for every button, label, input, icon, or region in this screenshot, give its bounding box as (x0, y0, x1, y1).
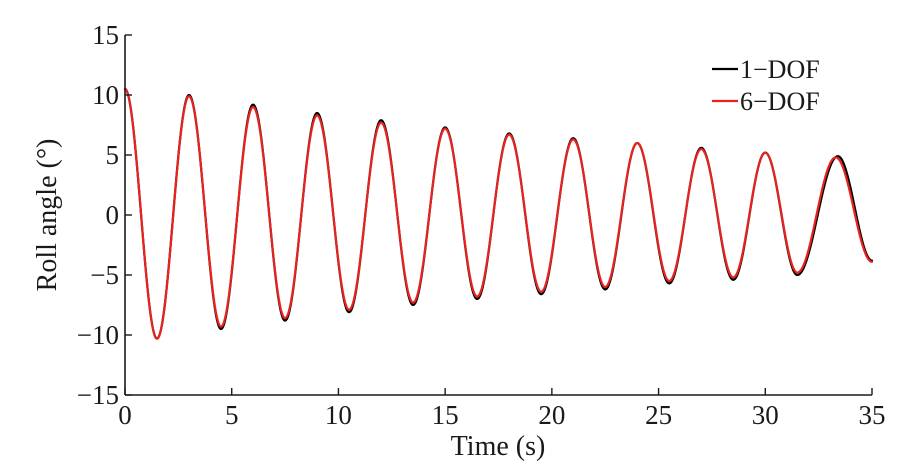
x-axis-title: Time (s) (451, 431, 546, 462)
y-tick-label: −10 (77, 320, 119, 350)
legend: 1−DOF 6−DOF (712, 55, 820, 116)
x-tick-label: 10 (325, 400, 352, 430)
x-tick-label: 35 (859, 400, 886, 430)
y-axis-title: Roll angle (°) (32, 139, 63, 292)
y-tick-label: 5 (106, 140, 120, 170)
y-tick-label: 15 (92, 20, 119, 50)
ticks-layer: −15 −10 −5 0 5 10 15 0 5 10 15 20 25 30 35 (77, 20, 886, 430)
x-tick-label: 20 (538, 400, 565, 430)
legend-label: 1−DOF (740, 55, 820, 84)
series-line-6dof (123, 87, 874, 340)
x-tick-label: 15 (432, 400, 459, 430)
y-tick-label: 10 (92, 80, 119, 110)
x-tick-label: 5 (225, 400, 239, 430)
series-layer (123, 87, 874, 340)
x-tick-label: 25 (645, 400, 672, 430)
y-tick-label: −5 (90, 260, 119, 290)
legend-label: 6−DOF (740, 87, 820, 116)
x-tick-label: 30 (752, 400, 779, 430)
y-tick-label: 0 (106, 200, 120, 230)
y-tick-label: −15 (77, 380, 119, 410)
x-tick-label: 0 (118, 400, 132, 430)
